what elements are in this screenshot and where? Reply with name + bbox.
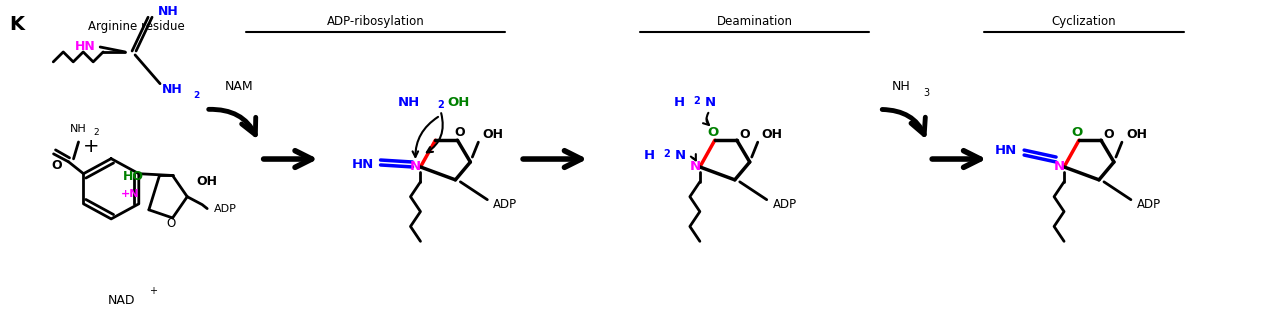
Text: +: + xyxy=(150,286,157,296)
Text: NH: NH xyxy=(891,80,910,93)
Text: OH: OH xyxy=(1126,128,1148,141)
Text: 2: 2 xyxy=(94,128,99,137)
Text: OH: OH xyxy=(448,96,469,109)
Text: ADP: ADP xyxy=(772,198,796,211)
Text: 2: 2 xyxy=(437,100,444,110)
Text: H: H xyxy=(673,96,685,109)
Text: 2: 2 xyxy=(193,91,199,100)
Text: NAD: NAD xyxy=(108,294,134,307)
Text: HN: HN xyxy=(995,144,1017,156)
Text: NAM: NAM xyxy=(224,80,254,93)
Text: O: O xyxy=(1071,126,1083,139)
Text: Cyclization: Cyclization xyxy=(1051,15,1116,28)
Text: NH: NH xyxy=(70,124,87,134)
Text: O: O xyxy=(166,217,176,230)
Text: 2: 2 xyxy=(663,149,670,159)
Text: N: N xyxy=(705,96,716,109)
Text: 3: 3 xyxy=(923,87,929,98)
Text: NH: NH xyxy=(162,83,183,96)
Text: OH: OH xyxy=(482,128,503,141)
Text: Deamination: Deamination xyxy=(716,15,792,28)
Text: ADP-ribosylation: ADP-ribosylation xyxy=(327,15,425,28)
Text: OH: OH xyxy=(197,175,217,188)
Text: ADP: ADP xyxy=(214,203,237,214)
Text: OH: OH xyxy=(762,128,782,141)
Text: N: N xyxy=(675,149,686,162)
Text: O: O xyxy=(739,128,751,141)
Text: O: O xyxy=(1103,128,1115,141)
Text: N: N xyxy=(1054,160,1065,173)
Text: ADP: ADP xyxy=(493,198,517,211)
Text: Arginine residue: Arginine residue xyxy=(87,20,184,33)
Text: +: + xyxy=(82,137,99,156)
Text: O: O xyxy=(708,126,719,139)
Text: HN: HN xyxy=(75,40,95,52)
Text: N: N xyxy=(410,160,421,173)
Text: H: H xyxy=(644,149,656,162)
Text: +N: +N xyxy=(122,189,139,199)
Text: HN: HN xyxy=(351,158,374,171)
Text: N: N xyxy=(690,160,700,173)
Text: 2: 2 xyxy=(692,97,700,107)
Text: NH: NH xyxy=(158,5,179,18)
Text: ADP: ADP xyxy=(1137,198,1161,211)
Text: K: K xyxy=(9,15,24,34)
Text: HO: HO xyxy=(123,170,145,183)
Text: O: O xyxy=(454,126,464,139)
Text: O: O xyxy=(51,159,62,172)
Text: NH: NH xyxy=(398,96,421,109)
